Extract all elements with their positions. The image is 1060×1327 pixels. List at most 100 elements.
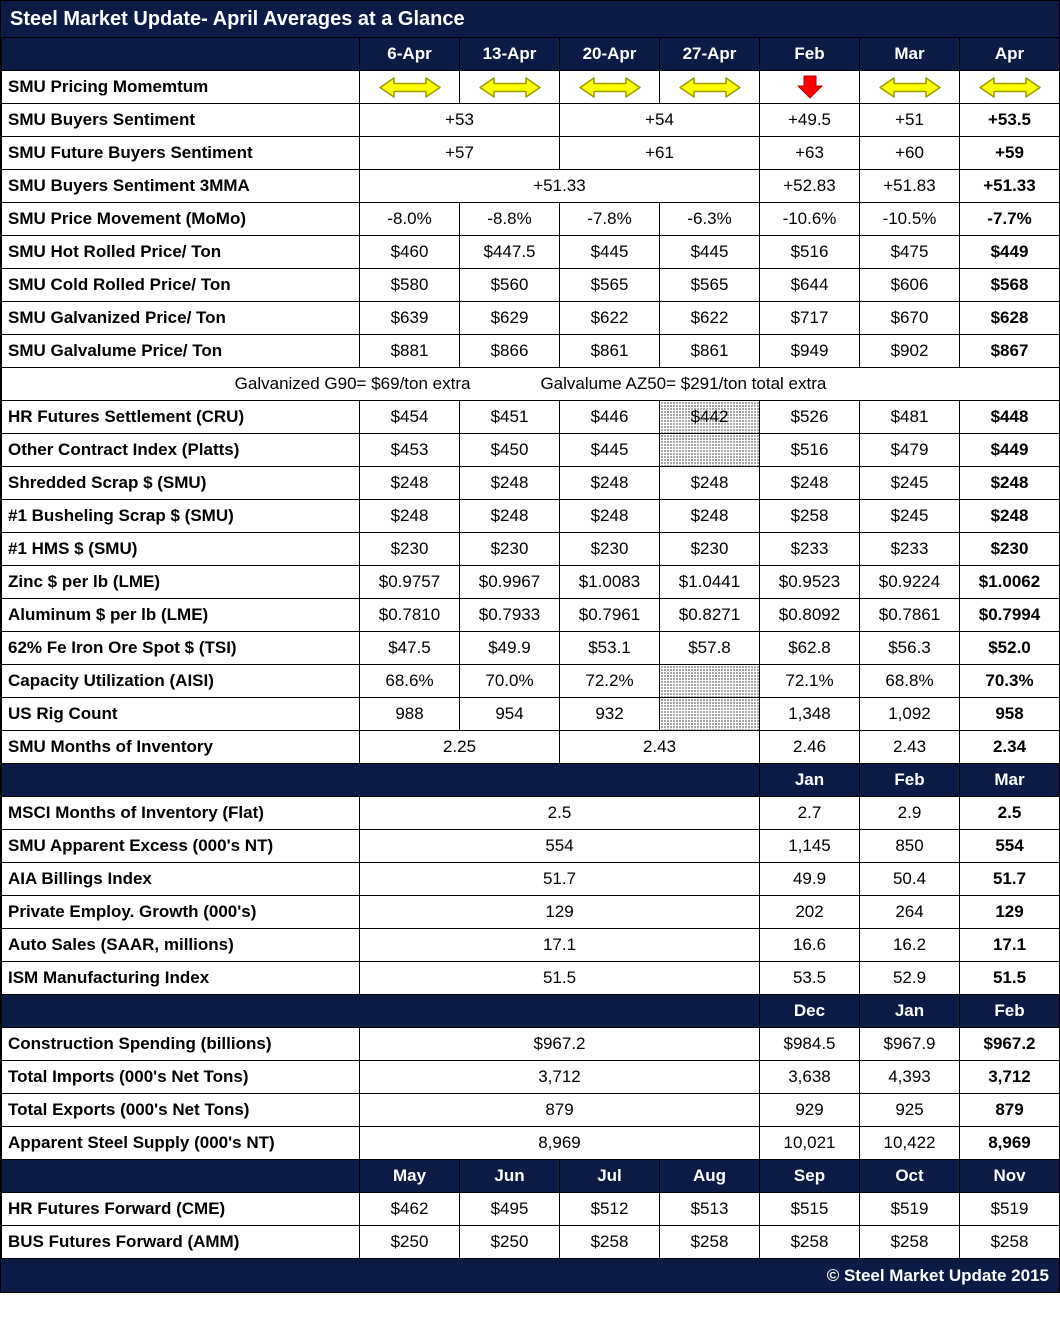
row-label: Total Imports (000's Net Tons) <box>1 1060 360 1094</box>
value-cell: $445 <box>659 235 760 269</box>
row-label: SMU Price Movement (MoMo) <box>1 202 360 236</box>
row-label: Shredded Scrap $ (SMU) <box>1 466 360 500</box>
row-label: US Rig Count <box>1 697 360 731</box>
value-cell: $248 <box>959 466 1060 500</box>
row-label: Capacity Utilization (AISI) <box>1 664 360 698</box>
column-header: Sep <box>759 1159 860 1193</box>
left-right-arrow-icon <box>678 76 742 99</box>
row-label: SMU Hot Rolled Price/ Ton <box>1 235 360 269</box>
value-cell: $230 <box>659 532 760 566</box>
value-cell: $47.5 <box>359 631 460 665</box>
row-label: Auto Sales (SAAR, millions) <box>1 928 360 962</box>
value-cell: $866 <box>459 334 560 368</box>
value-cell: $717 <box>759 301 860 335</box>
value-cell: $248 <box>659 499 760 533</box>
value-cell: $481 <box>859 400 960 434</box>
row-label: Total Exports (000's Net Tons) <box>1 1093 360 1127</box>
value-cell: $0.7933 <box>459 598 560 632</box>
table-row: #1 Busheling Scrap $ (SMU) $248 $248 $248 $2… <box>1 499 1060 533</box>
value-cell: +60 <box>859 136 960 170</box>
value-cell: 68.8% <box>859 664 960 698</box>
column-header <box>1 1159 360 1193</box>
value-cell: 932 <box>559 697 660 731</box>
table-row: SMU Buyers Sentiment 3MMA +51.33 +52.83 +51… <box>1 169 1060 203</box>
value-cell: $861 <box>659 334 760 368</box>
table-row: Shredded Scrap $ (SMU) $248 $248 $248 $248 $2… <box>1 466 1060 500</box>
value-cell: $515 <box>759 1192 860 1226</box>
table-row: SMU Galvalume Price/ Ton $881 $866 $861 $861… <box>1 334 1060 368</box>
value-cell: -7.7% <box>959 202 1060 236</box>
value-cell: 958 <box>959 697 1060 731</box>
value-cell: $568 <box>959 268 1060 302</box>
value-cell: $967.9 <box>859 1027 960 1061</box>
value-cell: $565 <box>659 268 760 302</box>
value-cell: 16.6 <box>759 928 860 962</box>
value-cell: 72.2% <box>559 664 660 698</box>
value-cell: $512 <box>559 1192 660 1226</box>
value-cell: $479 <box>859 433 960 467</box>
value-cell: $0.9967 <box>459 565 560 599</box>
value-cell: $560 <box>459 268 560 302</box>
value-cell: 3,712 <box>359 1060 760 1094</box>
value-cell: $49.9 <box>459 631 560 665</box>
table-row: MSCI Months of Inventory (Flat) 2.5 2.7 2.9… <box>1 796 1060 830</box>
table-row: ISM Manufacturing Index 51.5 53.5 52.9 51.5 <box>1 961 1060 995</box>
value-cell: $449 <box>959 433 1060 467</box>
steel-market-report: Steel Market Update- April Averages at a… <box>0 0 1060 1293</box>
value-cell: $639 <box>359 301 460 335</box>
left-right-arrow-icon <box>578 76 642 99</box>
table-row: SMU Price Movement (MoMo) -8.0% -8.8% -7.8%… <box>1 202 1060 236</box>
value-cell: $230 <box>459 532 560 566</box>
value-cell: $519 <box>959 1192 1060 1226</box>
row-label: SMU Months of Inventory <box>1 730 360 764</box>
value-cell: 3,638 <box>759 1060 860 1094</box>
value-cell: 17.1 <box>359 928 760 962</box>
value-cell: $460 <box>359 235 460 269</box>
value-cell: 1,092 <box>859 697 960 731</box>
value-cell: $258 <box>759 1225 860 1259</box>
momentum-cell <box>559 70 660 104</box>
value-cell: $644 <box>759 268 860 302</box>
column-header <box>1 37 360 71</box>
value-cell: $967.2 <box>959 1027 1060 1061</box>
value-cell: $881 <box>359 334 460 368</box>
value-cell: $447.5 <box>459 235 560 269</box>
value-cell: $230 <box>959 532 1060 566</box>
value-cell: $450 <box>459 433 560 467</box>
value-cell: $446 <box>559 400 660 434</box>
column-header: 6-Apr <box>359 37 460 71</box>
value-cell: 70.0% <box>459 664 560 698</box>
value-cell: $475 <box>859 235 960 269</box>
value-cell: $233 <box>859 532 960 566</box>
value-cell: $628 <box>959 301 1060 335</box>
value-cell: 954 <box>459 697 560 731</box>
market-data-table-body: 6-Apr 13-Apr 20-Apr 27-Apr Feb Mar Apr SMU Pric… <box>1 37 1060 1259</box>
table-row: SMU Hot Rolled Price/ Ton $460 $447.5 $445 $… <box>1 235 1060 269</box>
value-cell: 879 <box>959 1093 1060 1127</box>
value-cell: $442 <box>659 400 760 434</box>
value-cell: $258 <box>659 1225 760 1259</box>
row-label: MSCI Months of Inventory (Flat) <box>1 796 360 830</box>
value-cell: 68.6% <box>359 664 460 698</box>
value-cell: $580 <box>359 268 460 302</box>
value-cell: $516 <box>759 235 860 269</box>
value-cell: +52.83 <box>759 169 860 203</box>
value-cell: $622 <box>559 301 660 335</box>
value-cell: 72.1% <box>759 664 860 698</box>
value-cell: +53 <box>359 103 560 137</box>
row-label: HR Futures Settlement (CRU) <box>1 400 360 434</box>
value-cell: 2.43 <box>859 730 960 764</box>
table-row: SMU Months of Inventory 2.25 2.43 2.46 2.43 2… <box>1 730 1060 764</box>
column-header: Jan <box>859 994 960 1028</box>
value-cell: +51.83 <box>859 169 960 203</box>
value-cell <box>659 697 760 731</box>
momentum-cell <box>359 70 460 104</box>
value-cell: 925 <box>859 1093 960 1127</box>
value-cell: $0.8092 <box>759 598 860 632</box>
column-header: Aug <box>659 1159 760 1193</box>
value-cell: +61 <box>559 136 760 170</box>
value-cell: -10.6% <box>759 202 860 236</box>
value-cell: $248 <box>759 466 860 500</box>
value-cell: -8.0% <box>359 202 460 236</box>
value-cell <box>659 664 760 698</box>
